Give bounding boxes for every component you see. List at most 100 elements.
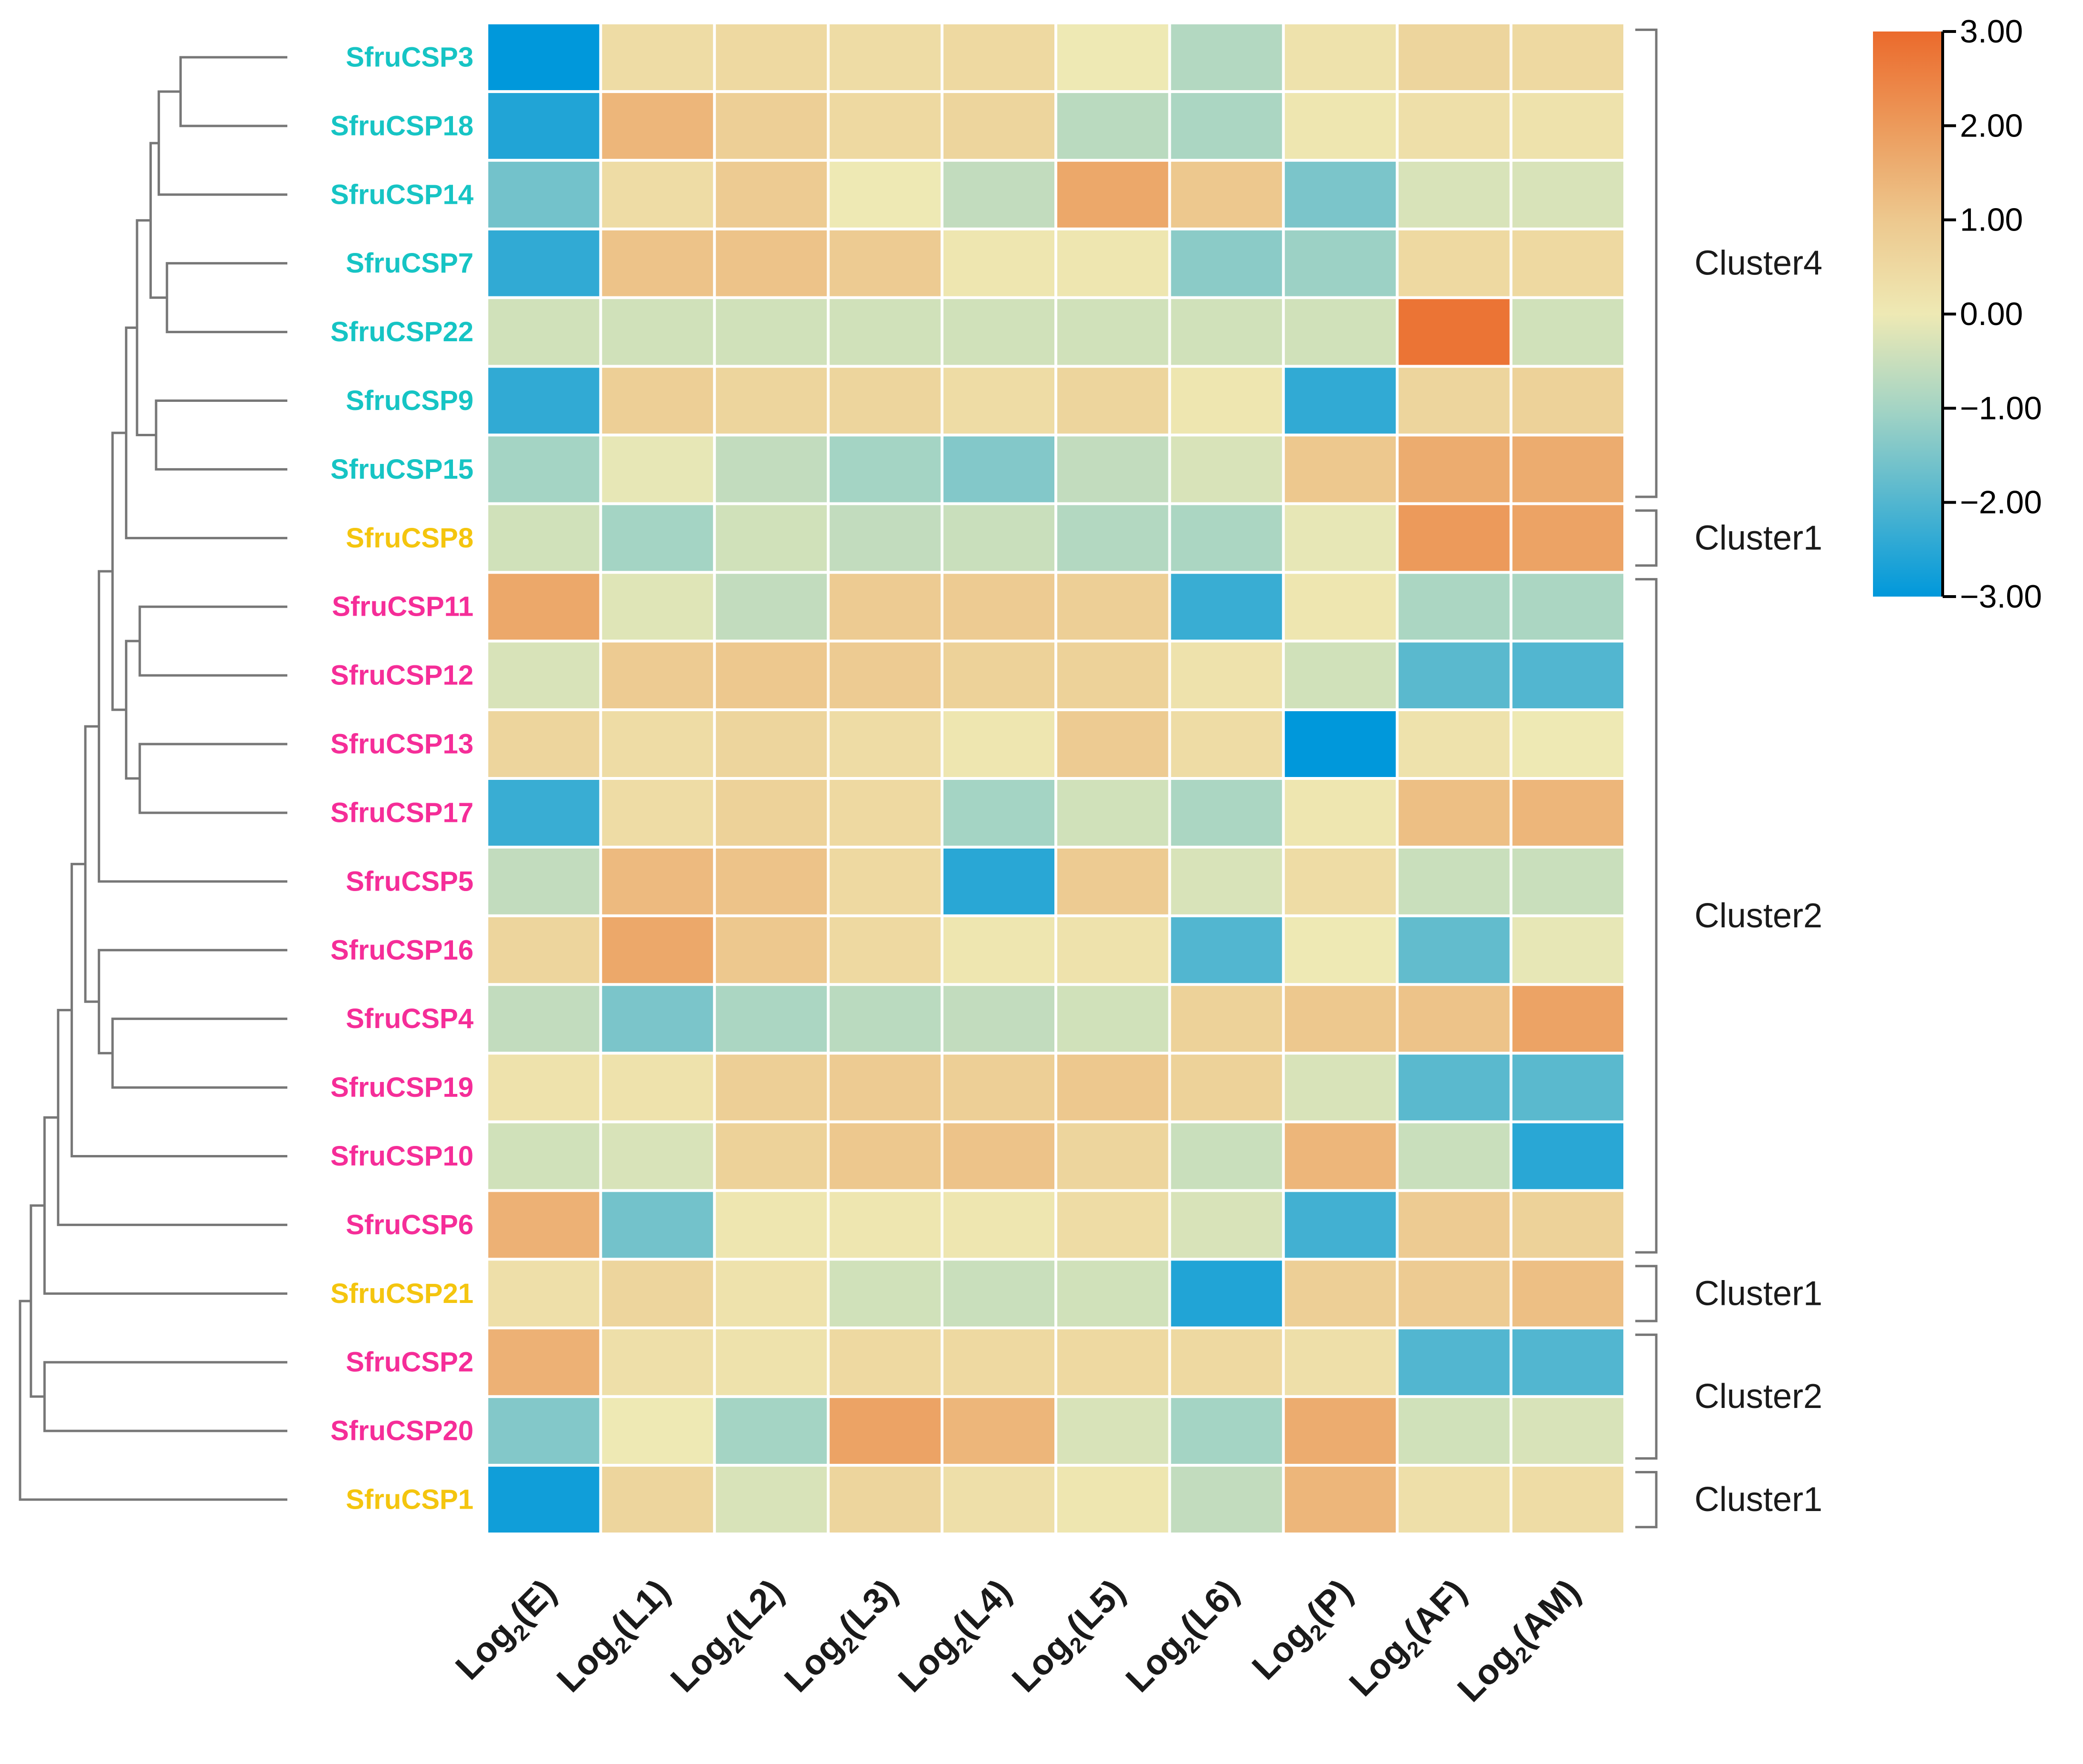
row-label: SfruCSP21: [330, 1278, 473, 1309]
heatmap-cell: [830, 574, 941, 640]
heatmap-cell: [1171, 436, 1282, 503]
heatmap-cell: [488, 299, 600, 365]
column-label: Log2(L5): [1004, 1572, 1136, 1704]
heatmap-cell: [715, 230, 827, 296]
heatmap-cell: [602, 505, 713, 571]
heatmap-cell: [1171, 230, 1282, 296]
heatmap-cell: [1057, 299, 1168, 365]
heatmap-cell: [488, 230, 600, 296]
heatmap-cell: [488, 1329, 600, 1396]
heatmap-cell: [1171, 1260, 1282, 1327]
heatmap-cell: [943, 93, 1054, 159]
heatmap-cell: [715, 642, 827, 709]
heatmap-cell: [1171, 1398, 1282, 1464]
heatmap-cell: [1512, 780, 1623, 846]
heatmap-cell: [830, 161, 941, 228]
heatmap-cell: [830, 299, 941, 365]
heatmap-cell: [1057, 711, 1168, 777]
heatmap-cell: [943, 642, 1054, 709]
heatmap-cell: [1171, 780, 1282, 846]
heatmap-cell: [943, 1467, 1054, 1533]
heatmap-cell: [602, 1260, 713, 1327]
dendrogram: [19, 56, 287, 1501]
heatmap-cell: [1057, 505, 1168, 571]
heatmap-cell: [602, 642, 713, 709]
heatmap-cell: [1399, 436, 1510, 503]
heatmap-cell: [715, 299, 827, 365]
heatmap-cell: [602, 1398, 713, 1464]
heatmap-cell: [715, 574, 827, 640]
heatmap-cell: [830, 1329, 941, 1396]
heatmap-cell: [830, 505, 941, 571]
dendrogram-branch: [43, 1116, 287, 1295]
heatmap-cell: [1399, 1329, 1510, 1396]
heatmap-cell: [488, 848, 600, 914]
cluster-bracket: [1635, 28, 1658, 498]
heatmap-cells: [487, 23, 1625, 1534]
heatmap-cell: [715, 436, 827, 503]
heatmap-cell: [602, 230, 713, 296]
heatmap-cell: [1512, 1329, 1623, 1396]
heatmap-cell: [602, 161, 713, 228]
heatmap-cell: [1512, 1192, 1623, 1258]
heatmap-cell: [1512, 436, 1623, 503]
heatmap-cell: [602, 917, 713, 983]
row-labels: SfruCSP3 SfruCSP18 SfruCSP14 SfruCSP7 SfruCS…: [330, 42, 473, 1515]
heatmap-cell: [1057, 368, 1168, 434]
heatmap-cell: [1284, 642, 1396, 709]
heatmap-cell: [1399, 780, 1510, 846]
heatmap-cell: [1512, 505, 1623, 571]
colorbar-tick-label: 3.00: [1960, 13, 2023, 50]
heatmap-cell: [602, 299, 713, 365]
heatmap-cell: [943, 1329, 1054, 1396]
heatmap-cell: [830, 986, 941, 1052]
heatmap-cell: [830, 711, 941, 777]
heatmap-cell: [1171, 299, 1282, 365]
heatmap-cell: [715, 711, 827, 777]
heatmap-cell: [1057, 574, 1168, 640]
row-label: SfruCSP5: [346, 866, 473, 897]
column-label: Log2(L4): [891, 1572, 1023, 1704]
heatmap-cell: [1057, 93, 1168, 159]
heatmap-cell: [1512, 848, 1623, 914]
heatmap-cell: [1284, 299, 1396, 365]
heatmap-cell: [943, 230, 1054, 296]
heatmap-cell: [943, 1192, 1054, 1258]
colorbar-tick-label: 0.00: [1960, 296, 2023, 332]
colorbar-tick-label: 1.00: [1960, 202, 2023, 238]
colorbar-gradient: [1873, 32, 1943, 597]
heatmap-cell: [1284, 711, 1396, 777]
heatmap-cell: [715, 24, 827, 90]
heatmap-cell: [1284, 436, 1396, 503]
heatmap-cell: [1512, 1467, 1623, 1533]
heatmap-cell: [1057, 986, 1168, 1052]
heatmap-cell: [602, 1329, 713, 1396]
heatmap-cell: [488, 93, 600, 159]
heatmap-cell: [488, 917, 600, 983]
heatmap-cell: [715, 1329, 827, 1396]
colorbar-tick-label: −3.00: [1960, 578, 2042, 615]
heatmap-cell: [488, 505, 600, 571]
heatmap-cell: [1399, 574, 1510, 640]
heatmap-cell: [943, 505, 1054, 571]
heatmap-cell: [1057, 1260, 1168, 1327]
colorbar-legend: 3.00 2.00 1.00 0.00 −1.00 −2.00 −3.00: [1873, 13, 2042, 615]
column-label: Log2(E): [448, 1572, 568, 1691]
heatmap-cell: [1399, 230, 1510, 296]
heatmap-cell: [1284, 848, 1396, 914]
column-label: Log2(AM): [1450, 1572, 1591, 1713]
cluster-label: Cluster1: [1694, 519, 1822, 557]
heatmap-cell: [1399, 711, 1510, 777]
heatmap-cell: [1284, 917, 1396, 983]
heatmap-cell: [1399, 1192, 1510, 1258]
heatmap-cell: [1512, 986, 1623, 1052]
row-label: SfruCSP10: [330, 1141, 473, 1172]
heatmap-cell: [715, 1260, 827, 1327]
heatmap-cell: [1399, 505, 1510, 571]
heatmap-cell: [488, 436, 600, 503]
heatmap-cell: [488, 1398, 600, 1464]
heatmap-cell: [1399, 917, 1510, 983]
heatmap-cell: [715, 917, 827, 983]
heatmap-cell: [830, 1467, 941, 1533]
row-label: SfruCSP15: [330, 454, 473, 485]
